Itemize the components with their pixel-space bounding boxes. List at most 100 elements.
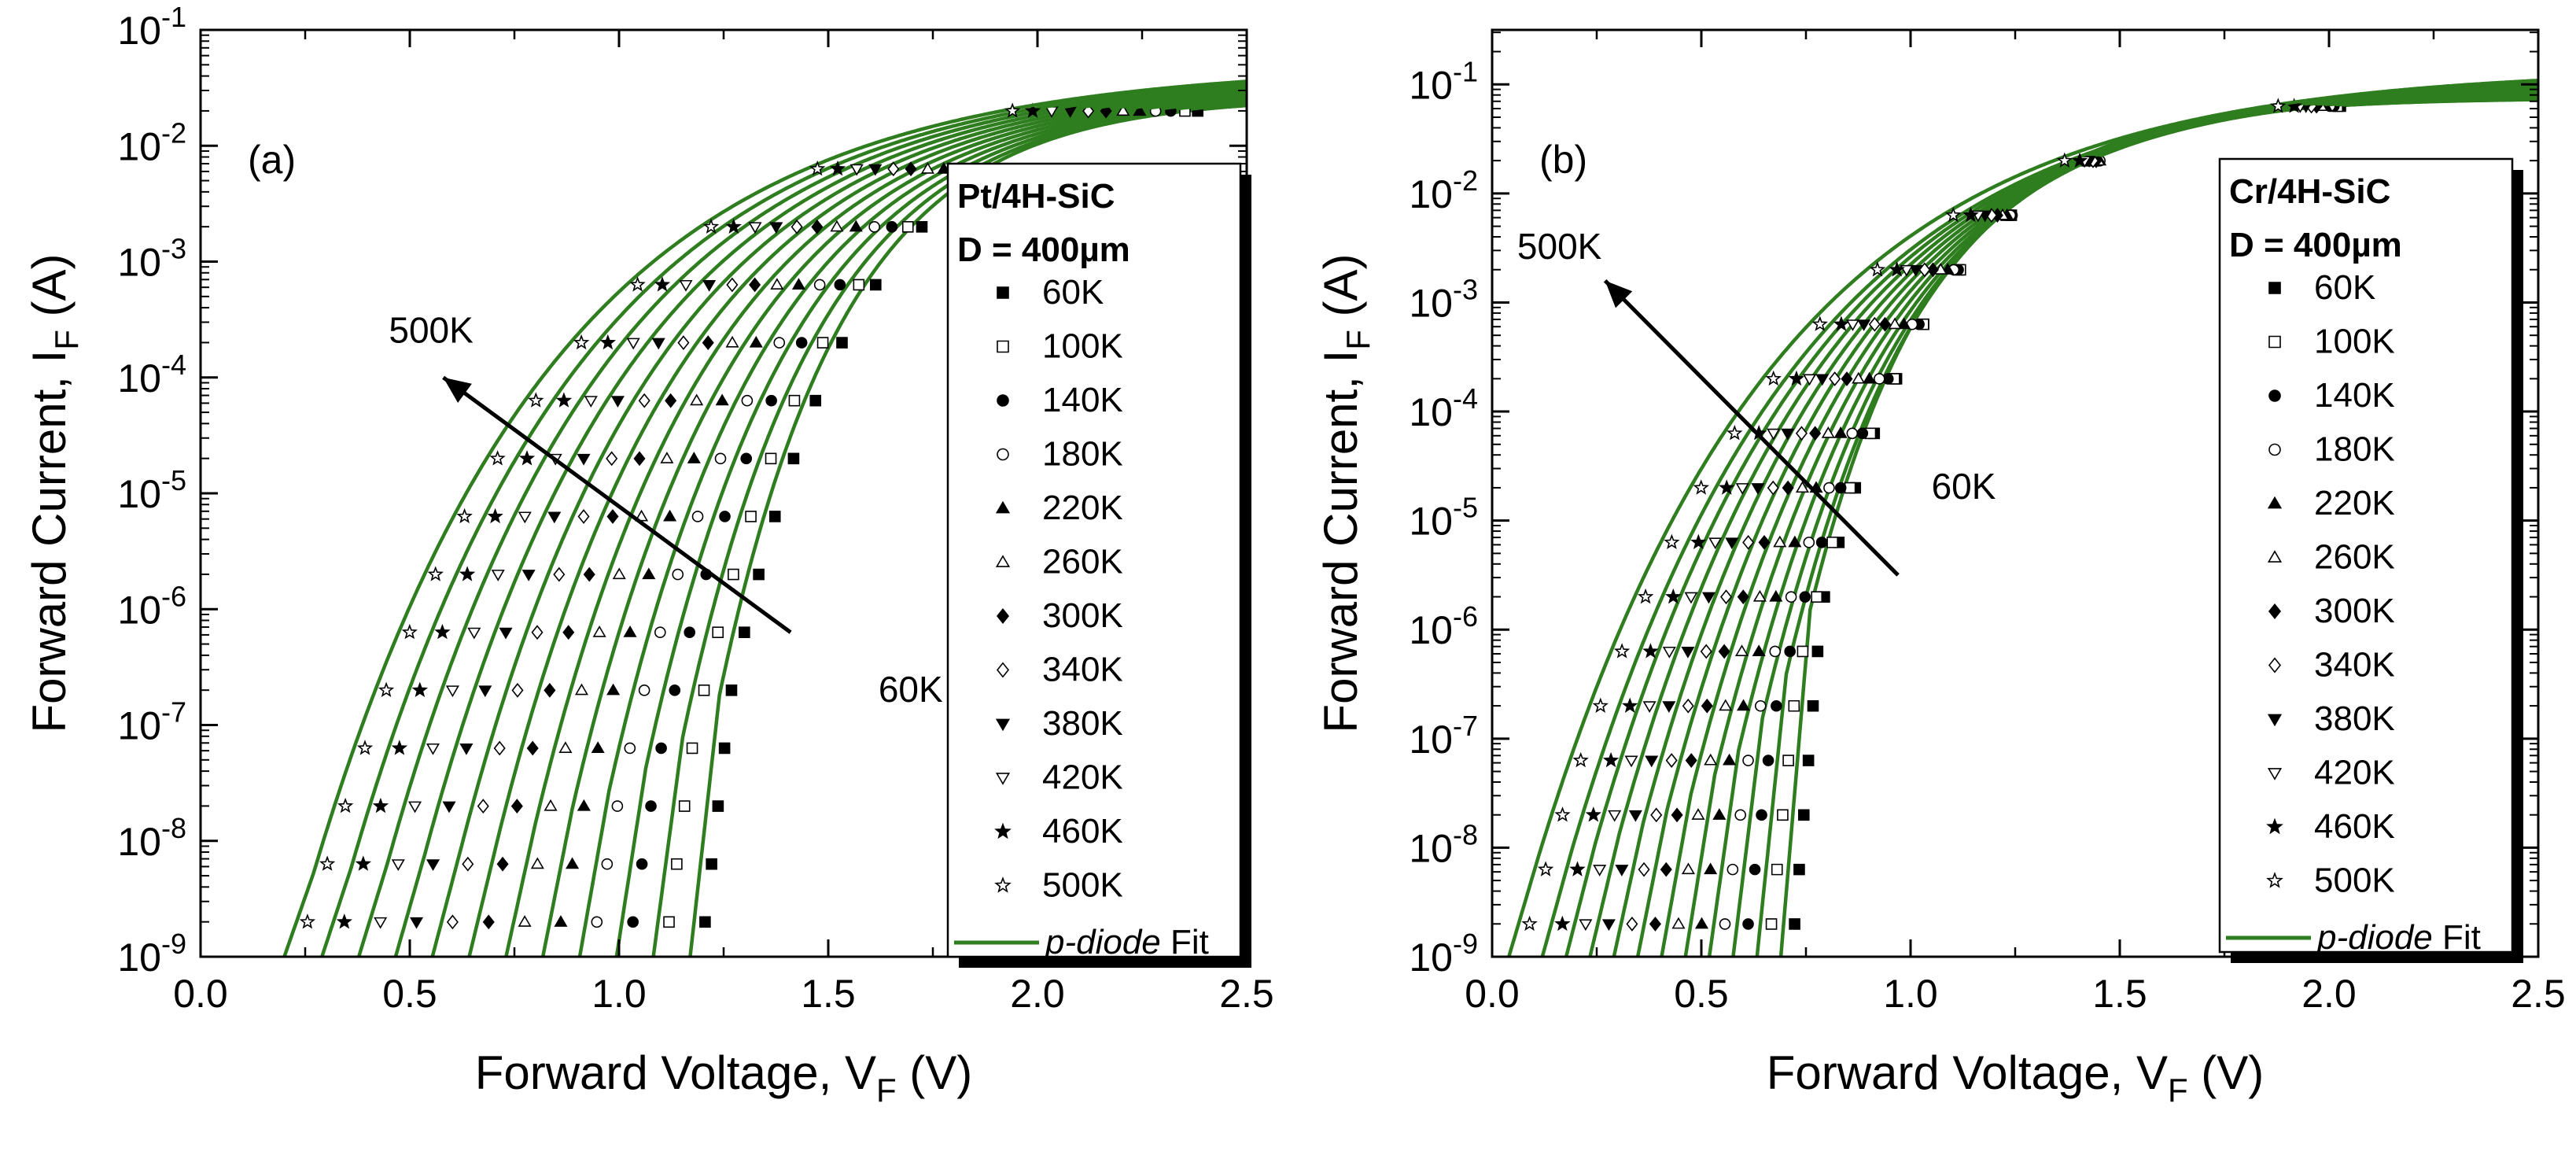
data-point-300K <box>633 451 646 467</box>
data-point-420K <box>1579 919 1593 932</box>
data-point-380K <box>1662 701 1676 713</box>
data-point-380K <box>651 338 665 350</box>
data-point-180K <box>591 916 603 928</box>
data-point-100K <box>1771 863 1783 876</box>
data-point-500K <box>1537 861 1554 876</box>
data-point-220K <box>687 452 701 463</box>
data-point-300K <box>702 335 714 350</box>
data-point-500K <box>489 450 506 466</box>
data-point-500K <box>356 740 374 755</box>
data-point-340K <box>887 161 900 177</box>
data-point-340K <box>477 799 489 814</box>
y-axis-title: Forward Current, IF (A) <box>1314 253 1376 732</box>
data-point-260K <box>690 393 704 406</box>
data-point-180K <box>741 394 754 407</box>
data-point-420K <box>426 743 440 755</box>
data-point-180K <box>624 742 636 755</box>
data-point-500K <box>528 392 544 408</box>
data-point-180K <box>1803 537 1815 548</box>
data-point-100K <box>1844 482 1856 494</box>
legend-marker-300K <box>996 607 1010 625</box>
data-point-300K <box>562 625 575 640</box>
data-point-220K <box>1704 862 1718 875</box>
data-point-140K <box>1856 427 1869 440</box>
data-point-460K <box>487 507 503 524</box>
data-point-220K <box>1133 104 1147 116</box>
legend-label-420K: 420K <box>1042 758 1123 797</box>
legend-marker-100K <box>2268 335 2281 349</box>
data-point-300K <box>1878 316 1892 332</box>
legend-marker-180K <box>997 448 1009 461</box>
data-point-220K <box>554 915 568 927</box>
series-500K <box>1521 98 2287 932</box>
data-point-140K <box>834 279 846 291</box>
data-point-260K <box>1719 699 1733 711</box>
data-point-180K <box>691 511 704 522</box>
x-tick-label: 1.0 <box>1883 972 1938 1016</box>
data-point-140K <box>627 916 639 928</box>
fit-line-220K <box>540 96 1247 957</box>
data-point-60K <box>739 626 750 638</box>
arrow-head <box>443 377 472 403</box>
plot-area <box>282 79 1247 957</box>
legend-title-material: Cr/4H-SiC <box>2229 172 2390 211</box>
x-tick-label: 2.0 <box>2301 972 2357 1016</box>
data-point-420K <box>467 627 481 640</box>
data-point-140K <box>1756 809 1767 821</box>
data-point-140K <box>1762 755 1774 766</box>
series-300K <box>482 103 1112 930</box>
data-point-180K <box>1719 918 1731 930</box>
data-point-140K <box>886 221 898 233</box>
data-point-260K <box>660 452 674 463</box>
data-point-500K <box>809 160 826 176</box>
data-point-460K <box>518 450 536 466</box>
legend-label-500K: 500K <box>2314 862 2395 900</box>
panel-label: (b) <box>1539 138 1587 182</box>
legend-label-300K: 300K <box>1042 596 1123 635</box>
legend-marker-460K <box>994 822 1012 839</box>
legend-fit-label: p-diode Fit <box>1044 923 1209 961</box>
legend-marker-380K <box>995 718 1011 732</box>
x-tick-label: 2.0 <box>1010 972 1065 1016</box>
data-point-60K <box>809 394 822 407</box>
legend-label-260K: 260K <box>1042 543 1123 581</box>
data-point-60K <box>787 452 800 465</box>
series-180K <box>591 105 1162 928</box>
annotation-60k: 60K <box>879 669 943 710</box>
data-point-220K <box>663 509 677 522</box>
data-point-420K <box>1624 755 1638 768</box>
data-point-220K <box>1737 699 1751 711</box>
fit-line-380K <box>393 87 1247 957</box>
data-point-300K <box>1649 917 1661 932</box>
data-point-500K <box>319 855 336 871</box>
data-point-380K <box>702 279 717 292</box>
data-point-460K <box>1585 806 1601 822</box>
data-point-460K <box>829 160 846 176</box>
legend-title-material: Pt/4H-SiC <box>957 177 1115 216</box>
data-point-100K <box>1797 645 1809 658</box>
data-point-340K <box>790 219 803 234</box>
data-point-60K <box>1789 918 1800 930</box>
legend-marker-140K <box>2268 389 2281 402</box>
data-point-60K <box>836 337 848 349</box>
data-point-420K <box>391 859 405 871</box>
data-point-380K <box>1628 810 1642 822</box>
data-point-380K <box>1645 755 1659 768</box>
data-point-220K <box>623 625 637 637</box>
series-420K <box>374 106 1059 929</box>
legend-label-100K: 100K <box>1042 327 1123 366</box>
data-point-420K <box>584 396 598 408</box>
plot-area <box>1506 78 2538 957</box>
legend-marker-260K <box>2267 550 2283 563</box>
data-point-380K <box>1781 428 1795 441</box>
data-point-340K <box>1682 698 1694 714</box>
y-tick-label: 10-3 <box>117 233 186 285</box>
legend-label-340K: 340K <box>2314 646 2395 685</box>
data-point-380K <box>426 859 440 871</box>
data-point-260K <box>1691 808 1705 820</box>
data-point-100K <box>853 279 865 291</box>
legend-label-460K: 460K <box>2314 807 2395 846</box>
data-point-260K <box>1852 371 1866 384</box>
data-point-420K <box>679 279 693 292</box>
legend: Pt/4H-SiC D = 400µm 60K 100K 140K 180K 220K 260… <box>946 162 1251 968</box>
